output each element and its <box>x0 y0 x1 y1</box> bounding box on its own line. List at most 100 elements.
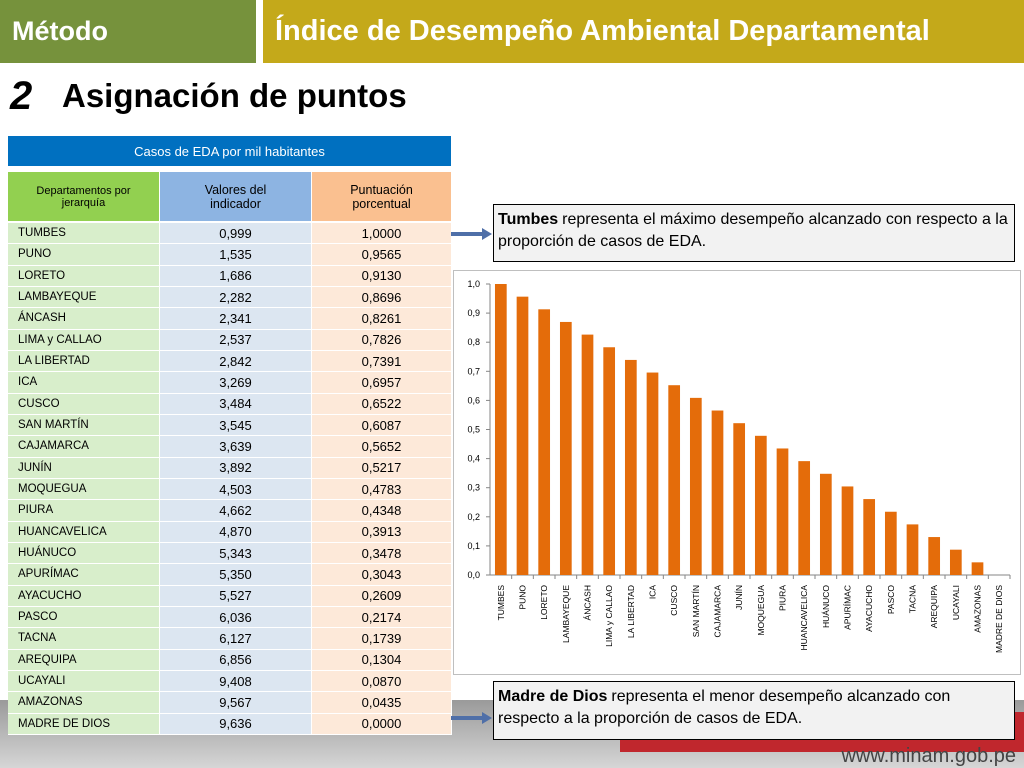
bar <box>949 549 962 575</box>
y-tick-label: 0,1 <box>467 541 480 551</box>
section-label: Método <box>0 0 256 63</box>
bar <box>668 385 681 575</box>
table-cell: 6,127 <box>160 628 312 650</box>
table-cell: 0,3043 <box>312 564 452 586</box>
table-cell: 0,6522 <box>312 393 452 415</box>
table-cell: PASCO <box>8 606 160 629</box>
table-title: Casos de EDA por mil habitantes <box>8 136 452 167</box>
table-cell: 0,1739 <box>312 628 452 650</box>
callout-text: representa el menor desempeño alcanzado … <box>498 688 951 727</box>
table-cell: AREQUIPA <box>8 649 160 671</box>
table-cell: 0,9565 <box>312 244 452 266</box>
table-cell: 3,269 <box>160 372 312 394</box>
x-tick-label: PASCO <box>886 585 896 615</box>
x-tick-label: UCAYALI <box>951 585 961 620</box>
bar <box>733 423 746 575</box>
y-tick-label: 0,7 <box>467 366 480 376</box>
table-cell: PUNO <box>8 244 160 266</box>
table-cell: 0,3478 <box>312 542 452 565</box>
arrows <box>451 228 492 724</box>
x-tick-label: ICA <box>648 585 658 600</box>
table-cell: 0,5217 <box>312 457 452 479</box>
y-tick-label: 0,8 <box>467 337 480 347</box>
table-cell: 0,0870 <box>312 670 452 693</box>
y-tick-label: 0,6 <box>467 395 480 405</box>
table-cell: CUSCO <box>8 393 160 415</box>
table-cell: HUÁNUCO <box>8 542 160 565</box>
x-tick-label: PUNO <box>518 585 528 610</box>
table-cell: 0,7826 <box>312 329 452 351</box>
table-cell: 3,892 <box>160 457 312 479</box>
table-cell: 1,535 <box>160 244 312 266</box>
table-cell: 4,870 <box>160 521 312 543</box>
table-cell: 2,537 <box>160 329 312 351</box>
bar <box>754 435 767 575</box>
table-cell: 3,639 <box>160 436 312 458</box>
table-cell: 0,0435 <box>312 692 452 714</box>
callout: Tumbes representa el máximo desempeño alc… <box>493 204 1015 262</box>
table-cell: 3,545 <box>160 414 312 437</box>
column-header: Puntuación porcentual <box>312 170 452 222</box>
column-header: Departamentos por jerarquía <box>8 170 160 222</box>
table-cell: 4,662 <box>160 500 312 522</box>
table-cell: 2,341 <box>160 308 312 330</box>
table-cell: 9,636 <box>160 713 312 735</box>
x-tick-label: MOQUEGUA <box>756 585 766 636</box>
table-cell: 4,503 <box>160 478 312 501</box>
x-tick-label: PIURA <box>778 585 788 611</box>
x-tick-label: AMAZONAS <box>973 585 983 633</box>
bar <box>516 296 529 575</box>
table-cell: ÁNCASH <box>8 308 160 330</box>
bar <box>711 410 724 575</box>
table-cell: 3,484 <box>160 393 312 415</box>
table-cell: 2,842 <box>160 350 312 373</box>
table-cell: TACNA <box>8 628 160 650</box>
x-tick-label: ÁNCASH <box>583 585 593 620</box>
table-cell: 5,343 <box>160 542 312 565</box>
table-cell: 0,8696 <box>312 286 452 309</box>
x-tick-label: LORETO <box>539 585 549 620</box>
table-cell: 0,7391 <box>312 350 452 373</box>
table-cell: 0,2174 <box>312 606 452 629</box>
table-cell: TUMBES <box>8 223 160 245</box>
table-cell: HUANCAVELICA <box>8 521 160 543</box>
table-cell: SAN MARTÍN <box>8 414 160 437</box>
table-cell: 0,6087 <box>312 414 452 437</box>
bar <box>603 347 616 575</box>
column-header: Valores del indicador <box>160 170 312 222</box>
table-cell: APURÍMAC <box>8 564 160 586</box>
x-tick-label: LIMA y CALLAO <box>604 585 614 647</box>
x-tick-label: TACNA <box>908 585 918 614</box>
y-tick-label: 0,0 <box>467 570 480 580</box>
table-cell: 6,036 <box>160 606 312 629</box>
table-cell: 1,0000 <box>312 223 452 245</box>
y-tick-label: 0,9 <box>467 308 480 318</box>
table-cell: 6,856 <box>160 649 312 671</box>
x-tick-label: CAJAMARCA <box>713 585 723 638</box>
table-cell: 0,8261 <box>312 308 452 330</box>
y-tick-label: 0,5 <box>467 425 480 435</box>
table-cell: 9,567 <box>160 692 312 714</box>
bar <box>798 461 811 575</box>
slide-title: Índice de Desempeño Ambiental Departamen… <box>263 0 1024 63</box>
table-cell: 1,686 <box>160 265 312 287</box>
table-cell: 2,282 <box>160 286 312 309</box>
y-tick-label: 0,4 <box>467 454 480 464</box>
table-cell: 0,0000 <box>312 713 452 735</box>
callout-text: representa el máximo desempeño alcanzado… <box>498 211 1008 250</box>
table-cell: LAMBAYEQUE <box>8 286 160 309</box>
table-cell: JUNÍN <box>8 457 160 479</box>
x-tick-label: CUSCO <box>669 585 679 616</box>
x-tick-label: APURÍMAC <box>843 585 853 630</box>
y-tick-label: 0,3 <box>467 483 480 493</box>
bar <box>581 334 594 575</box>
bar <box>538 309 551 575</box>
x-tick-label: JUNÍN <box>734 585 744 610</box>
table-cell: 0,999 <box>160 223 312 245</box>
table-cell: PIURA <box>8 500 160 522</box>
table-cell: MOQUEGUA <box>8 478 160 501</box>
table-cell: CAJAMARCA <box>8 436 160 458</box>
bar <box>646 372 659 575</box>
table-cell: 5,527 <box>160 585 312 607</box>
